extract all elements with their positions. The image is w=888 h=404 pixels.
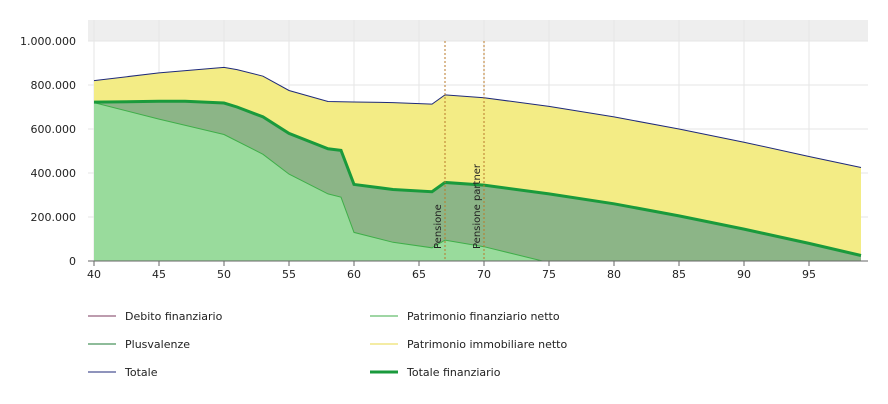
area-patrimonio-immobiliare bbox=[94, 67, 861, 256]
y-tick-label: 0 bbox=[69, 255, 76, 268]
x-tick-label: 60 bbox=[347, 268, 361, 281]
annotation-label: Pensione bbox=[433, 204, 444, 249]
y-tick-label: 1.000.000 bbox=[20, 35, 76, 48]
legend-label-plusvalenze: Plusvalenze bbox=[125, 338, 190, 351]
x-tick-label: 90 bbox=[737, 268, 751, 281]
legend-label-immobiliare: Patrimonio immobiliare netto bbox=[407, 338, 567, 351]
x-tick-label: 85 bbox=[672, 268, 686, 281]
y-tick-label: 600.000 bbox=[31, 123, 77, 136]
x-tick-label: 55 bbox=[282, 268, 296, 281]
line-totale bbox=[93, 66, 862, 168]
x-tick-label: 95 bbox=[802, 268, 816, 281]
area-plusvalenze bbox=[94, 101, 861, 261]
line-totale-finanziario bbox=[93, 99, 862, 257]
x-tick-label: 80 bbox=[607, 268, 621, 281]
x-tick-label: 75 bbox=[542, 268, 556, 281]
legend-label-debito: Debito finanziario bbox=[125, 310, 223, 323]
legend-label-totale: Totale bbox=[124, 366, 158, 379]
line-patrimonio-finanziario bbox=[93, 102, 543, 262]
plot-header-band bbox=[88, 20, 868, 41]
x-tick-label: 70 bbox=[477, 268, 491, 281]
legend: Debito finanziario Patrimonio finanziario… bbox=[88, 310, 567, 379]
y-tick-label: 400.000 bbox=[31, 167, 77, 180]
x-tick-label: 40 bbox=[87, 268, 101, 281]
y-tick-label: 200.000 bbox=[31, 211, 77, 224]
x-tick-label: 65 bbox=[412, 268, 426, 281]
area-patrimonio-finanziario bbox=[94, 102, 861, 261]
annotation-label: Pensione partner bbox=[472, 163, 483, 249]
x-tick-label: 50 bbox=[217, 268, 231, 281]
x-tick-label: 45 bbox=[152, 268, 166, 281]
y-tick-label: 800.000 bbox=[31, 79, 77, 92]
legend-label-patrimonio-finanziario: Patrimonio finanziario netto bbox=[407, 310, 560, 323]
legend-label-totale-finanziario: Totale finanziario bbox=[406, 366, 501, 379]
